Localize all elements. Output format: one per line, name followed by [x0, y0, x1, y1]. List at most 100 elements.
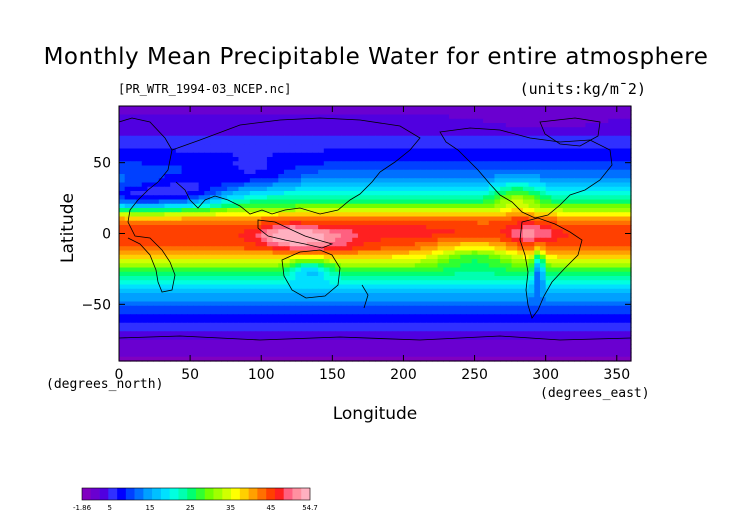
heatmap-cell	[551, 284, 558, 290]
heatmap-cell	[522, 212, 530, 218]
heatmap-cell	[221, 233, 228, 239]
heatmap-cell	[613, 144, 621, 150]
heatmap-cell	[460, 284, 467, 290]
heatmap-cell	[528, 310, 535, 315]
heatmap-cell	[494, 250, 501, 256]
heatmap-cell	[613, 314, 621, 320]
heatmap-cell	[448, 127, 456, 133]
heatmap-cell	[534, 237, 541, 243]
heatmap-cell	[318, 131, 325, 137]
heatmap-cell	[306, 186, 314, 192]
heatmap-cell	[119, 123, 126, 128]
heatmap-cell	[340, 127, 348, 133]
heatmap-cell	[175, 199, 183, 205]
heatmap-cell	[124, 318, 131, 324]
heatmap-cell	[227, 331, 234, 337]
heatmap-cell	[448, 186, 456, 192]
heatmap-cell	[579, 178, 587, 184]
heatmap-cell	[500, 293, 507, 298]
heatmap-cell	[625, 118, 632, 124]
heatmap-cell	[608, 267, 615, 273]
heatmap-cell	[557, 293, 564, 298]
heatmap-cell	[158, 263, 166, 269]
heatmap-cell	[528, 331, 535, 337]
heatmap-cell	[119, 254, 126, 260]
heatmap-cell	[238, 314, 245, 320]
heatmap-cell	[602, 220, 609, 226]
heatmap-cell	[534, 229, 541, 235]
heatmap-cell	[403, 174, 410, 179]
heatmap-cell	[608, 259, 615, 264]
heatmap-cell	[136, 169, 143, 175]
heatmap-cell	[483, 182, 490, 188]
heatmap-cell	[232, 144, 240, 150]
heatmap-cell	[568, 237, 575, 243]
heatmap-cell	[386, 152, 393, 158]
heatmap-cell	[369, 140, 376, 145]
heatmap-cell	[483, 191, 490, 196]
heatmap-cell	[272, 144, 279, 150]
heatmap-cell	[130, 276, 137, 281]
heatmap-cell	[210, 225, 217, 230]
heatmap-cell	[238, 186, 245, 192]
heatmap-cell	[136, 123, 143, 128]
heatmap-cell	[255, 233, 262, 239]
heatmap-cell	[352, 148, 359, 154]
heatmap-cell	[494, 157, 501, 162]
heatmap-cell	[431, 118, 439, 124]
heatmap-cell	[221, 216, 228, 222]
heatmap-cell	[147, 280, 154, 286]
heatmap-cell	[158, 233, 166, 239]
heatmap-cell	[557, 331, 564, 337]
heatmap-cell	[426, 271, 433, 277]
heatmap-cell	[431, 144, 439, 150]
heatmap-cell	[238, 182, 245, 188]
heatmap-cell	[181, 271, 188, 277]
heatmap-cell	[136, 318, 143, 324]
heatmap-cell	[380, 118, 387, 124]
heatmap-cell	[483, 123, 490, 128]
heatmap-cell	[175, 271, 183, 277]
heatmap-cell	[124, 229, 131, 235]
heatmap-cell	[255, 110, 262, 116]
heatmap-cell	[335, 293, 342, 298]
heatmap-cell	[477, 280, 484, 286]
heatmap-cell	[329, 310, 336, 315]
heatmap-cell	[539, 250, 547, 256]
heatmap-cell	[574, 161, 581, 167]
heatmap-cell	[153, 322, 160, 328]
heatmap-cell	[130, 140, 137, 145]
heatmap-cell	[574, 118, 581, 124]
heatmap-cell	[500, 165, 507, 171]
heatmap-cell	[147, 242, 154, 247]
heatmap-cell	[187, 152, 194, 158]
heatmap-cell	[306, 220, 314, 226]
heatmap-cell	[318, 220, 325, 226]
heatmap-cell	[204, 131, 211, 137]
heatmap-cell	[238, 195, 245, 201]
heatmap-cell	[471, 322, 478, 328]
heatmap-cell	[261, 174, 268, 179]
heatmap-cell	[517, 195, 524, 201]
heatmap-cell	[596, 212, 604, 218]
heatmap-cell	[232, 322, 240, 328]
heatmap-cell	[551, 110, 558, 116]
heatmap-cell	[357, 254, 365, 260]
heatmap-cell	[232, 250, 240, 256]
heatmap-cell	[153, 293, 160, 298]
heatmap-cell	[346, 199, 353, 205]
heatmap-cell	[170, 233, 177, 239]
heatmap-cell	[579, 233, 587, 239]
heatmap-cell	[608, 327, 615, 332]
heatmap-cell	[204, 331, 211, 337]
heatmap-cell	[363, 263, 370, 269]
heatmap-cell	[346, 144, 353, 150]
heatmap-cell	[244, 135, 251, 141]
heatmap-cell	[227, 220, 234, 226]
heatmap-cell	[141, 114, 149, 120]
heatmap-cell	[534, 157, 541, 162]
heatmap-cell	[340, 140, 348, 145]
heatmap-cell	[545, 267, 552, 273]
heatmap-cell	[591, 220, 598, 226]
heatmap-cell	[272, 229, 279, 235]
